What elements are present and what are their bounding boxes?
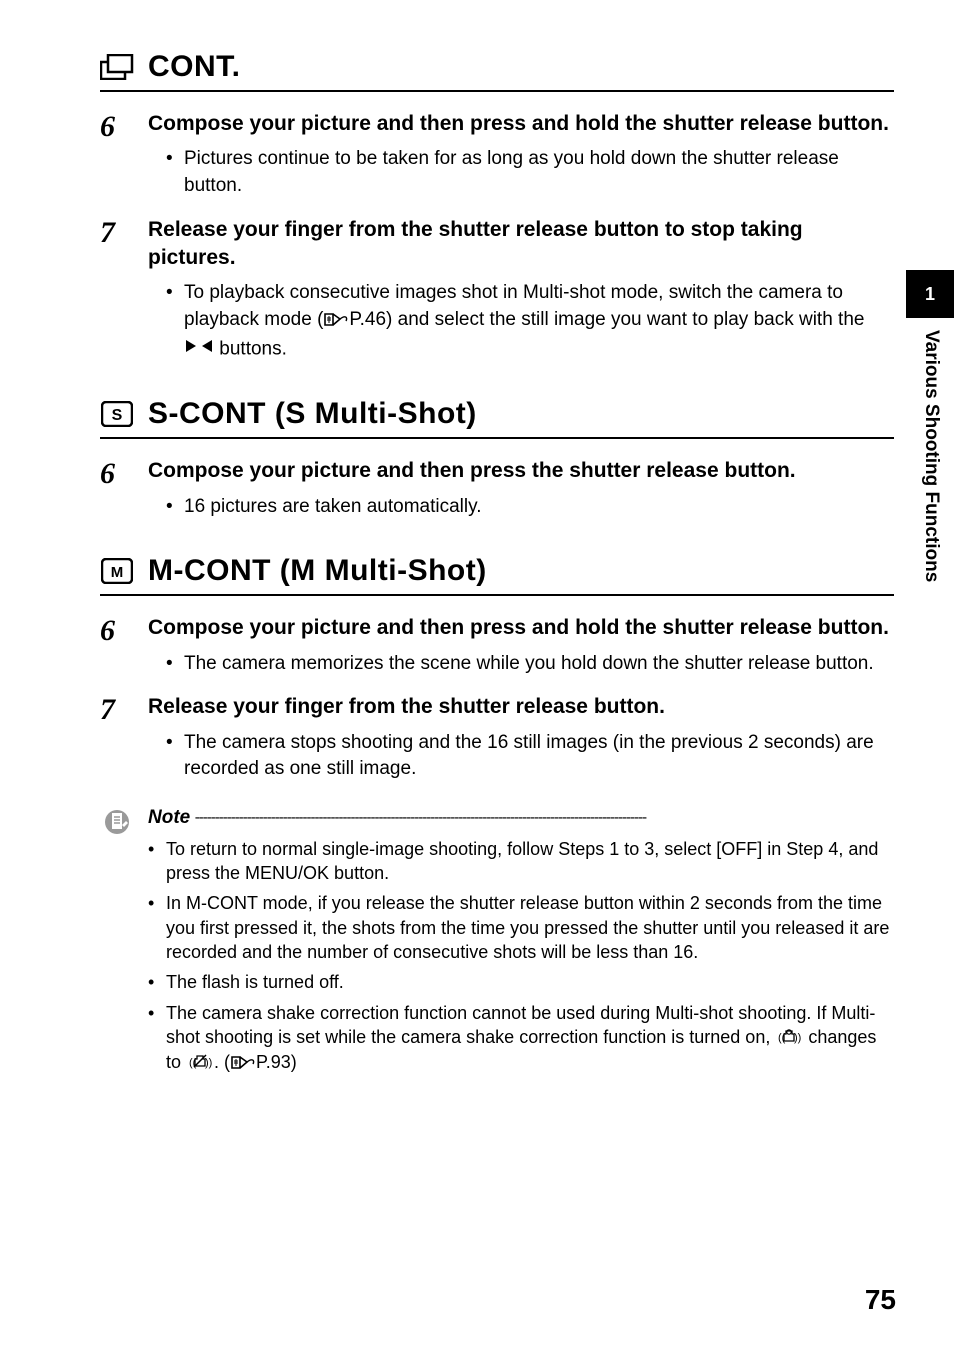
section-title: S-CONT (S Multi-Shot) xyxy=(148,397,477,431)
reference-page: P.46 xyxy=(349,309,386,330)
bullet-item: 16 pictures are taken automatically. xyxy=(166,494,894,521)
note-separator: ----------------------------------------… xyxy=(195,809,894,826)
reference-icon xyxy=(230,1053,256,1077)
note-item: The camera shake correction function can… xyxy=(148,1001,894,1078)
bullet-list: Pictures continue to be taken for as lon… xyxy=(148,146,894,199)
step-body: Release your finger from the shutter rel… xyxy=(148,216,894,370)
section-title: M-CONT (M Multi-Shot) xyxy=(148,554,487,588)
section-heading-cont: CONT. xyxy=(100,50,894,92)
step-body: Compose your picture and then press and … xyxy=(148,614,894,683)
section-heading-mcont: M M-CONT (M Multi-Shot) xyxy=(100,554,894,596)
step-body: Compose your picture and then press the … xyxy=(148,457,894,526)
bullet-item: The camera memorizes the scene while you… xyxy=(166,651,894,678)
step-7-mcont: 7 Release your finger from the shutter r… xyxy=(100,693,894,789)
cont-icon xyxy=(100,54,134,80)
shake-on-icon: (()) xyxy=(775,1026,803,1050)
side-tab-label: Various Shooting Functions xyxy=(920,330,942,582)
bullet-item: To playback consecutive images shot in M… xyxy=(166,280,894,363)
step-number: 6 xyxy=(100,459,130,526)
bullet-text-mid: ) and select the still image you want to… xyxy=(386,309,864,330)
bullet-item: Pictures continue to be taken for as lon… xyxy=(166,146,894,199)
step-title: Release your finger from the shutter rel… xyxy=(148,216,894,273)
step-title: Compose your picture and then press and … xyxy=(148,614,894,642)
step-6-mcont: 6 Compose your picture and then press an… xyxy=(100,614,894,683)
step-number: 7 xyxy=(100,695,130,789)
bullet-list: The camera memorizes the scene while you… xyxy=(148,651,894,678)
step-title: Release your finger from the shutter rel… xyxy=(148,693,894,721)
m-icon: M xyxy=(100,558,134,584)
step-body: Compose your picture and then press and … xyxy=(148,110,894,206)
bullet-list: To playback consecutive images shot in M… xyxy=(148,280,894,363)
note-text-tail: ) xyxy=(291,1052,297,1072)
section-heading-scont: S S-CONT (S Multi-Shot) xyxy=(100,397,894,439)
step-number: 6 xyxy=(100,616,130,683)
side-tab-number: 1 xyxy=(906,270,954,318)
step-title: Compose your picture and then press the … xyxy=(148,457,894,485)
note-item: In M-CONT mode, if you release the shutt… xyxy=(148,891,894,964)
svg-text:S: S xyxy=(112,407,123,424)
note-block: Note -----------------------------------… xyxy=(100,807,894,1078)
svg-text:)): )) xyxy=(794,1032,801,1044)
bullet-list: 16 pictures are taken automatically. xyxy=(148,494,894,521)
s-icon: S xyxy=(100,401,134,427)
page-number: 75 xyxy=(865,1284,896,1316)
step-number: 7 xyxy=(100,218,130,370)
note-item: The flash is turned off. xyxy=(148,970,894,994)
note-list: To return to normal single-image shootin… xyxy=(148,837,894,1078)
step-body: Release your finger from the shutter rel… xyxy=(148,693,894,789)
step-6-scont: 6 Compose your picture and then press th… xyxy=(100,457,894,526)
step-6-cont: 6 Compose your picture and then press an… xyxy=(100,110,894,206)
step-title: Compose your picture and then press and … xyxy=(148,110,894,138)
reference-icon xyxy=(323,310,349,337)
section-title: CONT. xyxy=(148,50,241,84)
note-text-post: . ( xyxy=(214,1052,230,1072)
note-item: To return to normal single-image shootin… xyxy=(148,837,894,886)
bullet-list: The camera stops shooting and the 16 sti… xyxy=(148,730,894,783)
note-text-pre: The camera shake correction function can… xyxy=(166,1003,875,1047)
left-right-arrows-icon xyxy=(184,336,214,363)
reference-page: P.93 xyxy=(256,1052,291,1072)
side-tab: 1 Various Shooting Functions xyxy=(906,270,954,830)
bullet-item: The camera stops shooting and the 16 sti… xyxy=(166,730,894,783)
page-content: 1 Various Shooting Functions CONT. 6 Com… xyxy=(0,0,954,1351)
shake-off-icon: (()) xyxy=(186,1051,214,1075)
note-title-row: Note -----------------------------------… xyxy=(148,807,894,829)
svg-text:)): )) xyxy=(205,1057,212,1069)
step-number: 6 xyxy=(100,112,130,206)
step-7-cont: 7 Release your finger from the shutter r… xyxy=(100,216,894,370)
bullet-text-post: buttons. xyxy=(214,339,287,360)
svg-text:M: M xyxy=(111,564,124,581)
note-icon xyxy=(104,809,130,835)
note-title: Note xyxy=(148,807,190,829)
